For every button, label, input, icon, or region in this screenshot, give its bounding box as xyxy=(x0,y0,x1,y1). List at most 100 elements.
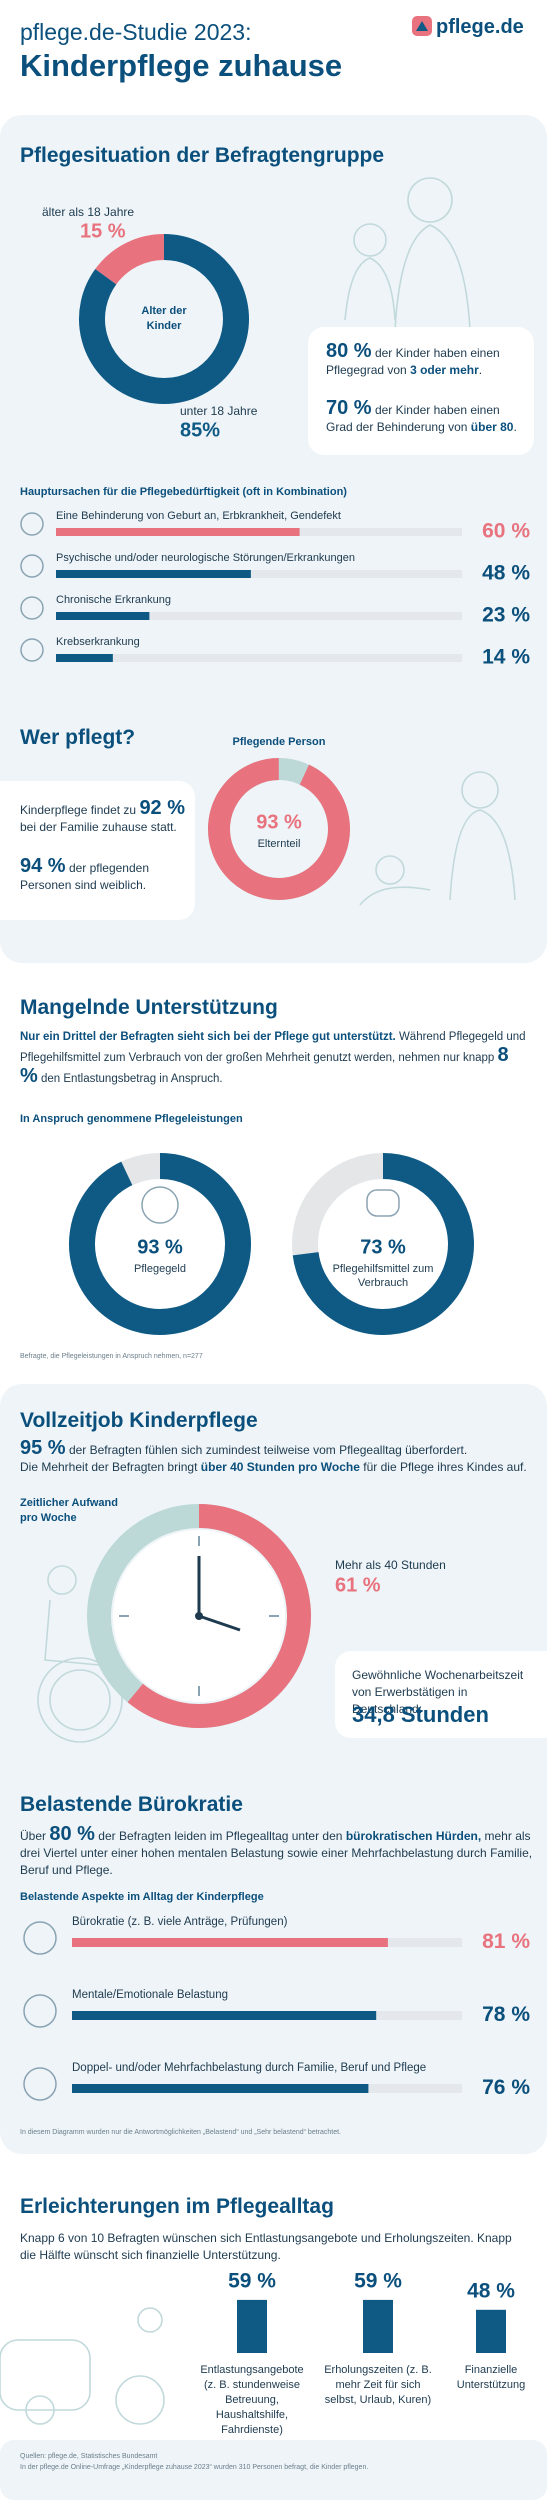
fact-box xyxy=(335,1651,547,1738)
chart-title: Hauptursachen für die Pflegebedürftigkei… xyxy=(20,486,347,498)
text: . xyxy=(513,420,517,434)
text: Die Mehrheit der Befragten bringt xyxy=(20,1460,198,1474)
illustration xyxy=(0,177,516,2425)
value-label: 48 % xyxy=(482,562,530,585)
donut-center-label: Alter der Kinder xyxy=(141,305,187,332)
text: bei der Familie zuhause statt. xyxy=(20,820,177,834)
bar xyxy=(72,1938,388,1947)
category-label: Psychische und/oder neurologische Störun… xyxy=(56,552,355,564)
box-stat: 34,8 Stunden xyxy=(352,1702,489,1727)
value-label: 78 % xyxy=(482,2003,530,2026)
bar-track xyxy=(56,612,462,620)
section-title: Vollzeitjob Kinderpflege xyxy=(20,1409,258,1432)
bar xyxy=(237,2299,267,2353)
icons xyxy=(20,512,400,2101)
paragraph: 95 % der Befragten fühlen sich zumindest… xyxy=(20,1438,540,1476)
category-label: unter 18 Jahre xyxy=(180,404,258,418)
value-label: 93 % xyxy=(256,811,302,833)
text: der pflegenden Personen sind weiblich. xyxy=(20,861,150,892)
value-label: 15 % xyxy=(80,220,126,242)
category-label: Chronische Erkrankung xyxy=(56,594,171,606)
text: Über xyxy=(20,1829,47,1843)
chart-title: Pflegende Person xyxy=(232,736,326,748)
footer-method: In der pflege.de Online-Umfrage „Kinderp… xyxy=(20,2464,369,2471)
fact: 80 % der Kinder haben einen Pflegegrad v… xyxy=(326,341,521,379)
bold-text: über 40 Stunden pro Woche xyxy=(200,1460,360,1474)
bold-text: bürokratischen Hürden, xyxy=(345,1829,482,1843)
donut-segment xyxy=(79,234,249,404)
text: Kinderpflege findet zu xyxy=(20,803,137,817)
value-label: 81 % xyxy=(482,1930,530,1953)
value-label: 61 % xyxy=(335,1574,381,1596)
category-label: Pflegegeld xyxy=(134,1263,186,1275)
value-label: 23 % xyxy=(482,604,530,627)
value-label: 93 % xyxy=(137,1236,183,1258)
fact: 70 % der Kinder haben einen Grad der Beh… xyxy=(326,397,521,436)
bar xyxy=(56,612,150,620)
section-title: Belastende Bürokratie xyxy=(20,1793,243,1816)
category-label: älter als 18 Jahre xyxy=(42,205,134,219)
stat: 8 % xyxy=(20,1044,509,1087)
stat: 92 % xyxy=(139,797,186,819)
stat: 80 % xyxy=(49,1823,95,1845)
category-label: Doppel- und/oder Mehrfachbelastung durch… xyxy=(72,2062,426,2074)
note: In diesem Diagramm wurden nur die Antwor… xyxy=(20,2129,341,2136)
text: der Kinder haben einen Pflegegrad von xyxy=(326,346,500,377)
text: der Befragten leiden im Pflegealltag unt… xyxy=(98,1829,343,1843)
section-title: Pflegesituation der Befragtengruppe xyxy=(20,144,385,167)
category-label: Mentale/Emotionale Belastung xyxy=(72,1989,228,2001)
panel xyxy=(0,2440,547,2500)
bar xyxy=(72,2084,369,2093)
text: der Befragten fühlen sich zumindest teil… xyxy=(68,1443,468,1457)
bold-text: Nur ein Drittel der Befragten sieht sich… xyxy=(20,1031,396,1043)
chart-title: In Anspruch genommene Pflegeleistungen xyxy=(20,1113,243,1125)
fact-box xyxy=(308,327,534,455)
text: für die Pflege ihres Kindes auf. xyxy=(363,1460,527,1474)
category-label: Bürokratie (z. B. viele Anträge, Prüfung… xyxy=(72,1916,288,1928)
bar xyxy=(72,2011,377,2020)
footer-sources: Quellen: pflege.de, Statistisches Bundes… xyxy=(20,2453,158,2460)
text: mehr als drei Viertel unter einer hohen … xyxy=(20,1829,533,1877)
category-label: Erholungszeiten (z. B. mehr Zeit für sic… xyxy=(324,2364,432,2406)
text: der Kinder haben einen Grad der Behinder… xyxy=(326,403,500,434)
bold-text: über 80 xyxy=(470,420,514,434)
clock-ticks xyxy=(119,1536,279,1696)
bar-track xyxy=(56,654,462,662)
text: den Entlastungsbetrag in Anspruch. xyxy=(41,1073,223,1085)
category-label: Mehr als 40 Stunden xyxy=(335,1558,446,1572)
logo-icon xyxy=(416,21,428,31)
section-title: Wer pflegt? xyxy=(20,726,136,749)
category-label: Krebserkrankung xyxy=(56,636,140,648)
chart-title: Belastende Aspekte im Alltag der Kinderp… xyxy=(20,1891,264,1903)
value-label: 60 % xyxy=(482,520,530,543)
bar xyxy=(56,528,300,536)
category-label: Entlastungsangebote (z. B. stundenweise … xyxy=(200,2364,304,2436)
gauge-arc xyxy=(127,1504,311,1728)
paragraph: Nur ein Drittel der Befragten sieht sich… xyxy=(20,1028,530,1088)
fact-box xyxy=(0,781,195,920)
bar xyxy=(476,2309,506,2353)
chart-title: Zeitlicher Aufwand pro Woche xyxy=(20,1497,118,1524)
page-title: Kinderpflege zuhause xyxy=(20,48,343,83)
stat: 70 % xyxy=(326,397,372,419)
logo: pflege.de xyxy=(436,16,524,38)
value-label: 14 % xyxy=(482,646,530,669)
donut-segment xyxy=(95,234,165,285)
gauge-arc xyxy=(292,1153,474,1335)
bar xyxy=(363,2299,393,2353)
value-label: 59 % xyxy=(228,2269,276,2292)
fact: Kinderpflege findet zu 92 % bei der Fami… xyxy=(20,797,190,836)
category-label: Pflegehilfsmittel zum Verbrauch xyxy=(332,1263,434,1289)
value-label: 76 % xyxy=(482,2076,530,2099)
value-label: 73 % xyxy=(360,1236,406,1258)
fact: 94 % der pflegenden Personen sind weibli… xyxy=(20,855,185,894)
text: . xyxy=(478,363,483,377)
note: Befragte, die Pflegeleistungen in Anspru… xyxy=(20,1353,203,1360)
stat: 94 % xyxy=(20,855,66,877)
section-title: Erleichterungen im Pflegealltag xyxy=(20,2195,334,2218)
section-title: Mangelnde Unterstützung xyxy=(20,996,278,1019)
box-text: Gewöhnliche Wochenarbeitszeit von Erwerb… xyxy=(352,1668,524,1716)
bold-text: 3 oder mehr xyxy=(410,363,479,377)
